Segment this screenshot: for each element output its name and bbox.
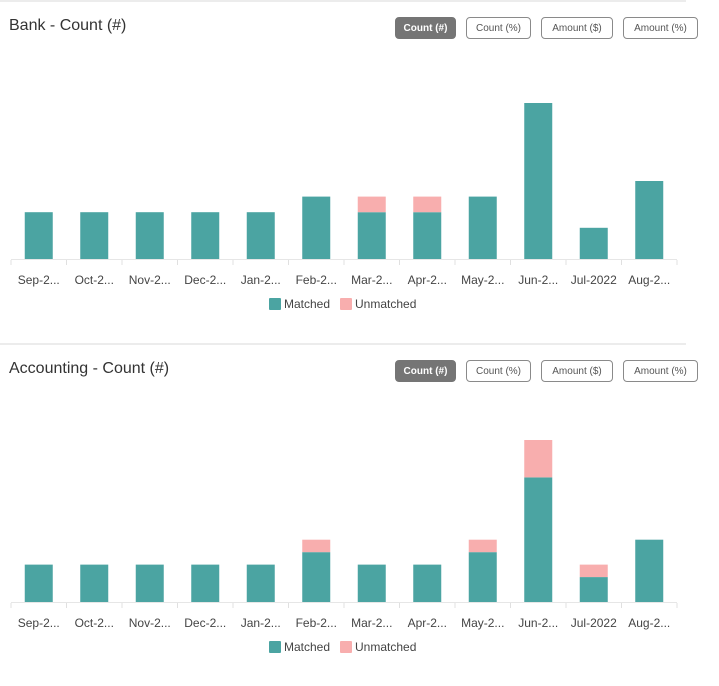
unmatched-legend-label[interactable]: Unmatched	[355, 640, 416, 654]
x-tick-label: Jul-2022	[571, 273, 617, 287]
x-tick-label: Dec-2...	[184, 616, 226, 630]
matched-legend-label[interactable]: Matched	[284, 297, 330, 311]
x-tick-label: Dec-2...	[184, 273, 226, 287]
matched-bar-8[interactable]	[468, 196, 497, 259]
unmatched-legend-swatch[interactable]	[340, 641, 352, 653]
x-tick-label: Feb-2...	[296, 616, 337, 630]
matched-bar-5[interactable]	[302, 196, 331, 259]
unmatched-bar-8[interactable]	[468, 539, 497, 553]
x-tick-label: Mar-2...	[351, 616, 392, 630]
matched-legend-swatch[interactable]	[269, 298, 281, 310]
unmatched-bar-9[interactable]	[524, 440, 553, 478]
matched-bar-7[interactable]	[413, 212, 442, 259]
count-percent-button[interactable]: Count (%)	[466, 17, 531, 39]
count-percent-button[interactable]: Count (%)	[466, 360, 531, 382]
x-tick-label: Jun-2...	[518, 273, 558, 287]
x-tick-label: May-2...	[461, 616, 504, 630]
matched-bar-5[interactable]	[302, 552, 331, 602]
x-tick-label: Jan-2...	[241, 273, 281, 287]
x-tick-label: Jun-2...	[518, 616, 558, 630]
unmatched-bar-6[interactable]	[357, 196, 386, 213]
matched-bar-2[interactable]	[135, 564, 164, 602]
matched-bar-3[interactable]	[191, 564, 220, 602]
amount-dollar-button[interactable]: Amount ($)	[541, 360, 613, 382]
x-tick-label: Jul-2022	[571, 616, 617, 630]
amount-dollar-button[interactable]: Amount ($)	[541, 17, 613, 39]
matched-bar-4[interactable]	[246, 564, 275, 602]
x-tick-label: Feb-2...	[296, 273, 337, 287]
matched-bar-3[interactable]	[191, 212, 220, 259]
unmatched-legend-label[interactable]: Unmatched	[355, 297, 416, 311]
x-tick-label: Mar-2...	[351, 273, 392, 287]
x-tick-label: Apr-2...	[408, 616, 447, 630]
matched-legend-label[interactable]: Matched	[284, 640, 330, 654]
matched-bar-1[interactable]	[80, 564, 109, 602]
x-tick-label: Nov-2...	[129, 273, 171, 287]
matched-bar-8[interactable]	[468, 552, 497, 602]
unmatched-bar-10[interactable]	[579, 564, 608, 578]
x-tick-label: May-2...	[461, 273, 504, 287]
matched-bar-10[interactable]	[579, 577, 608, 602]
matched-bar-11[interactable]	[635, 181, 664, 259]
matched-bar-6[interactable]	[357, 564, 386, 602]
bank-chart-title: Bank - Count (#)	[9, 17, 127, 34]
matched-bar-0[interactable]	[24, 564, 53, 602]
accounting-chart-title: Accounting - Count (#)	[9, 360, 170, 377]
accounting-bar-chart: Sep-2... Oct-2... Nov-2... Dec-2... Jan-2...…	[10, 440, 678, 654]
matched-bar-6[interactable]	[357, 212, 386, 259]
x-tick-label: Aug-2...	[628, 616, 670, 630]
unmatched-bar-5[interactable]	[302, 539, 331, 553]
x-tick-label: Oct-2...	[75, 616, 114, 630]
amount-percent-button[interactable]: Amount (%)	[623, 17, 698, 39]
matched-bar-7[interactable]	[413, 564, 442, 602]
matched-bar-4[interactable]	[246, 212, 275, 259]
matched-bar-0[interactable]	[24, 212, 53, 259]
matched-legend-swatch[interactable]	[269, 641, 281, 653]
x-tick-label: Sep-2...	[18, 616, 60, 630]
x-tick-label: Oct-2...	[75, 273, 114, 287]
matched-bar-10[interactable]	[579, 227, 608, 259]
unmatched-bar-7[interactable]	[413, 196, 442, 213]
bank-bar-chart: Sep-2... Oct-2... Nov-2... Dec-2... Jan-2...…	[10, 103, 678, 311]
matched-bar-1[interactable]	[80, 212, 109, 259]
x-tick-label: Sep-2...	[18, 273, 60, 287]
accounting-chart-panel: Sep-2... Oct-2... Nov-2... Dec-2... Jan-2...…	[0, 343, 719, 686]
bank-chart-panel: Sep-2... Oct-2... Nov-2... Dec-2... Jan-2...…	[0, 0, 698, 311]
panel-divider	[0, 343, 686, 345]
x-tick-label: Aug-2...	[628, 273, 670, 287]
x-tick-label: Nov-2...	[129, 616, 171, 630]
matched-bar-11[interactable]	[635, 539, 664, 602]
amount-percent-button[interactable]: Amount (%)	[623, 360, 698, 382]
unmatched-legend-swatch[interactable]	[340, 298, 352, 310]
x-tick-label: Apr-2...	[408, 273, 447, 287]
panel-divider	[0, 0, 686, 2]
matched-bar-9[interactable]	[524, 103, 553, 259]
matched-bar-2[interactable]	[135, 212, 164, 259]
count-number-button[interactable]: Count (#)	[395, 17, 456, 39]
matched-bar-9[interactable]	[524, 477, 553, 602]
x-tick-label: Jan-2...	[241, 616, 281, 630]
count-number-button[interactable]: Count (#)	[395, 360, 456, 382]
